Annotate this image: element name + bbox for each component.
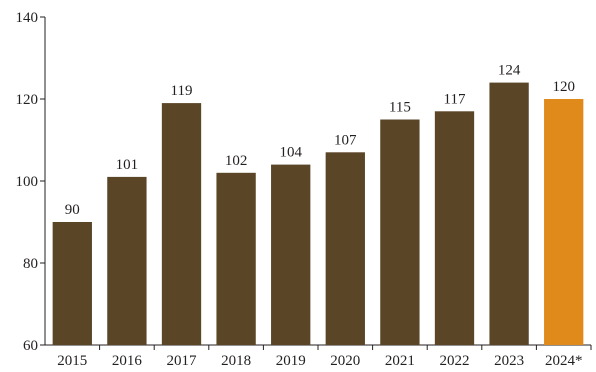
data-label: 107 [334,132,357,148]
data-label: 120 [552,79,575,95]
bar-2024 [544,99,584,345]
y-axis: 60 80 100 120 140 [16,10,46,354]
bar-2023 [489,82,529,345]
y-tick-label: 120 [16,92,39,108]
bar-2019 [271,164,311,345]
bar-2015 [52,222,92,345]
data-label: 101 [116,157,139,173]
x-tick-label: 2021 [385,353,415,369]
bar-2020 [325,152,365,345]
x-tick-label: 2023 [494,353,524,369]
data-labels: 90 101 119 102 104 107 115 117 124 120 [65,63,575,218]
x-tick-label: 2022 [440,353,470,369]
bar-2022 [434,111,475,345]
data-label: 90 [65,202,80,218]
x-axis: 2015 2016 2017 2018 2019 2020 2021 2022 2023 2024… [45,344,592,369]
bar-2016 [107,176,147,345]
data-label: 104 [279,145,302,161]
y-tick-label: 80 [23,256,38,272]
data-label: 102 [225,153,248,169]
data-label: 115 [389,100,411,116]
bar-2017 [161,103,202,345]
bars [52,82,584,345]
bar-2018 [216,172,256,345]
y-tick-label: 60 [23,338,38,354]
y-tick-label: 100 [16,174,39,190]
x-tick-label: 2015 [57,353,87,369]
data-label: 117 [444,91,466,107]
y-tick-label: 140 [16,10,39,26]
x-tick-label: 2019 [276,353,306,369]
x-tick-label: 2016 [112,353,143,369]
x-tick-label: 2018 [221,353,251,369]
x-tick-label: 2024* [545,353,583,369]
data-label: 124 [498,63,521,79]
bar-2021 [380,119,420,345]
x-tick-label: 2020 [330,353,360,369]
x-tick-label: 2017 [167,353,198,369]
data-label: 119 [171,83,193,99]
